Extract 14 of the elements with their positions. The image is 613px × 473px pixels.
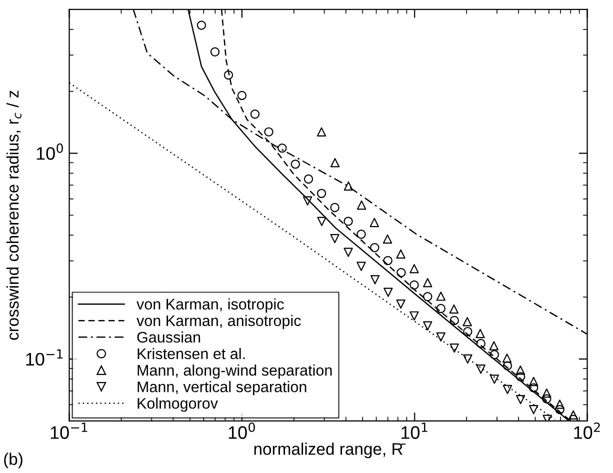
legend-label: von Karman, anisotropic bbox=[136, 314, 301, 330]
legend-label: Gaussian bbox=[137, 331, 200, 343]
x-tick-label: 10$^{2}$ bbox=[574, 422, 600, 439]
x-tick-label: 10$^{−1}$ bbox=[50, 422, 88, 439]
x-tick-label: 10$^{1}$ bbox=[402, 422, 428, 439]
legend-label: von Karman, isotropic bbox=[136, 298, 284, 313]
x-axis-title: normalized range, R̄ bbox=[254, 442, 406, 458]
y-axis-title: crosswind coherence radius, r$_{c}$ / z bbox=[6, 90, 22, 340]
text: (b) bbox=[4, 452, 22, 468]
legend-label: Mann, vertical separation bbox=[138, 381, 306, 396]
x-tick-label: 10$^{0}$ bbox=[228, 422, 255, 439]
legend-label: Kolmogorov bbox=[138, 398, 218, 412]
legend-label: Mann, along-wind separation bbox=[138, 364, 332, 379]
legend-label: Kristensen et al. bbox=[138, 348, 245, 360]
